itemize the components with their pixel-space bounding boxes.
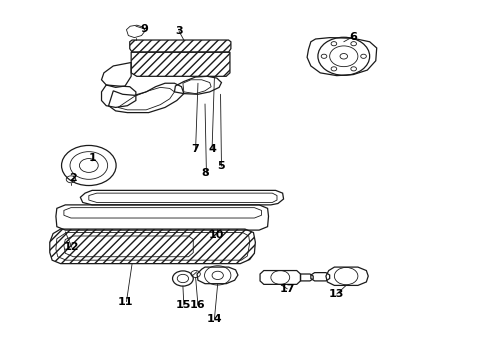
Text: 2: 2 — [70, 173, 77, 183]
Text: 17: 17 — [280, 284, 295, 294]
Text: 10: 10 — [209, 230, 224, 240]
Text: 15: 15 — [176, 300, 192, 310]
Text: 1: 1 — [88, 153, 96, 162]
Text: 13: 13 — [329, 289, 344, 299]
Text: 12: 12 — [63, 242, 79, 252]
Text: 11: 11 — [117, 297, 133, 307]
Text: 7: 7 — [192, 144, 199, 154]
Text: 8: 8 — [201, 168, 209, 178]
Text: 3: 3 — [175, 26, 183, 36]
Text: 16: 16 — [190, 300, 206, 310]
Text: 9: 9 — [140, 24, 148, 33]
Text: 6: 6 — [349, 32, 357, 41]
Text: 14: 14 — [207, 314, 222, 324]
Text: 5: 5 — [218, 161, 225, 171]
Text: 4: 4 — [208, 144, 216, 154]
